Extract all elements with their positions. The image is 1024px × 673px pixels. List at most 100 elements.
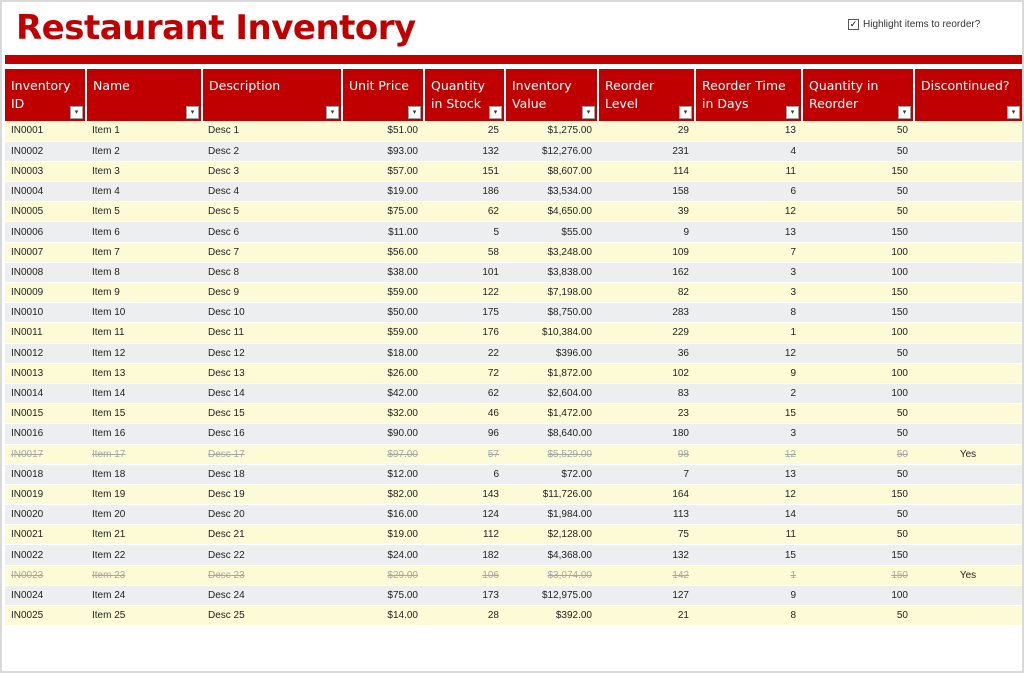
cell-discontinued[interactable] bbox=[914, 181, 1022, 203]
cell-name[interactable]: Item 3 bbox=[86, 161, 202, 183]
cell-name[interactable]: Item 6 bbox=[86, 221, 202, 243]
cell-inventory-id[interactable]: IN0015 bbox=[5, 403, 86, 425]
cell-inventory-value[interactable]: $392.00 bbox=[505, 605, 598, 627]
cell-unit-price[interactable]: $75.00 bbox=[342, 585, 424, 607]
cell-discontinued[interactable]: Yes bbox=[914, 444, 1022, 465]
cell-inventory-id[interactable]: IN0020 bbox=[5, 504, 86, 526]
cell-discontinued[interactable] bbox=[914, 363, 1022, 384]
cell-discontinued[interactable] bbox=[914, 121, 1022, 142]
cell-reorder-level[interactable]: 7 bbox=[598, 464, 695, 485]
cell-quantity-in-reorder[interactable]: 100 bbox=[802, 262, 914, 284]
cell-name[interactable]: Item 20 bbox=[86, 504, 202, 526]
cell-inventory-id[interactable]: IN0023 bbox=[5, 565, 86, 586]
cell-reorder-time[interactable]: 13 bbox=[695, 464, 802, 485]
cell-reorder-time[interactable]: 13 bbox=[695, 221, 802, 243]
cell-reorder-level[interactable]: 98 bbox=[598, 444, 695, 465]
cell-name[interactable]: Item 16 bbox=[86, 423, 202, 445]
cell-discontinued[interactable] bbox=[914, 383, 1022, 405]
cell-description[interactable]: Desc 22 bbox=[202, 544, 342, 566]
cell-description[interactable]: Desc 25 bbox=[202, 605, 342, 627]
cell-quantity-in-stock[interactable]: 175 bbox=[424, 302, 505, 324]
cell-unit-price[interactable]: $93.00 bbox=[342, 141, 424, 162]
cell-unit-price[interactable]: $29.00 bbox=[342, 565, 424, 586]
cell-reorder-level[interactable]: 127 bbox=[598, 585, 695, 607]
cell-reorder-level[interactable]: 75 bbox=[598, 524, 695, 546]
cell-reorder-level[interactable]: 164 bbox=[598, 484, 695, 506]
cell-reorder-time[interactable]: 14 bbox=[695, 504, 802, 526]
filter-dropdown-icon[interactable]: ▾ bbox=[186, 106, 199, 119]
cell-unit-price[interactable]: $56.00 bbox=[342, 242, 424, 263]
cell-quantity-in-reorder[interactable]: 100 bbox=[802, 585, 914, 607]
cell-name[interactable]: Item 17 bbox=[86, 444, 202, 465]
cell-quantity-in-reorder[interactable]: 50 bbox=[802, 141, 914, 162]
table-row[interactable]: IN0018 Item 18 Desc 18 $12.00 6 $72.00 7 13 50 bbox=[5, 464, 1022, 485]
cell-inventory-id[interactable]: IN0011 bbox=[5, 322, 86, 344]
cell-discontinued[interactable] bbox=[914, 423, 1022, 445]
cell-inventory-value[interactable]: $1,984.00 bbox=[505, 504, 598, 526]
cell-reorder-time[interactable]: 12 bbox=[695, 444, 802, 465]
cell-inventory-id[interactable]: IN0025 bbox=[5, 605, 86, 627]
cell-quantity-in-stock[interactable]: 96 bbox=[424, 423, 505, 445]
cell-inventory-value[interactable]: $11,726.00 bbox=[505, 484, 598, 506]
filter-dropdown-icon[interactable]: ▾ bbox=[786, 106, 799, 119]
filter-dropdown-icon[interactable]: ▾ bbox=[1007, 106, 1020, 119]
cell-name[interactable]: Item 23 bbox=[86, 565, 202, 586]
table-row[interactable]: IN0021 Item 21 Desc 21 $19.00 112 $2,128.00 75… bbox=[5, 524, 1022, 546]
cell-unit-price[interactable]: $32.00 bbox=[342, 403, 424, 425]
cell-description[interactable]: Desc 12 bbox=[202, 343, 342, 364]
highlight-reorder-control[interactable]: ✓ Highlight items to reorder? bbox=[848, 19, 980, 30]
cell-quantity-in-stock[interactable]: 62 bbox=[424, 383, 505, 405]
cell-discontinued[interactable] bbox=[914, 161, 1022, 183]
cell-inventory-value[interactable]: $10,384.00 bbox=[505, 322, 598, 344]
cell-description[interactable]: Desc 8 bbox=[202, 262, 342, 284]
cell-description[interactable]: Desc 11 bbox=[202, 322, 342, 344]
cell-inventory-value[interactable]: $12,975.00 bbox=[505, 585, 598, 607]
cell-inventory-id[interactable]: IN0013 bbox=[5, 363, 86, 384]
cell-quantity-in-stock[interactable]: 132 bbox=[424, 141, 505, 162]
cell-inventory-id[interactable]: IN0012 bbox=[5, 343, 86, 364]
cell-reorder-time[interactable]: 12 bbox=[695, 484, 802, 506]
cell-unit-price[interactable]: $19.00 bbox=[342, 181, 424, 203]
cell-name[interactable]: Item 22 bbox=[86, 544, 202, 566]
cell-name[interactable]: Item 13 bbox=[86, 363, 202, 384]
cell-reorder-time[interactable]: 15 bbox=[695, 544, 802, 566]
cell-unit-price[interactable]: $51.00 bbox=[342, 121, 424, 142]
table-row[interactable]: IN0022 Item 22 Desc 22 $24.00 182 $4,368.00 13… bbox=[5, 544, 1022, 566]
filter-dropdown-icon[interactable]: ▾ bbox=[408, 106, 421, 119]
cell-quantity-in-reorder[interactable]: 50 bbox=[802, 181, 914, 203]
table-row[interactable]: IN0003 Item 3 Desc 3 $57.00 151 $8,607.00 114 1… bbox=[5, 161, 1022, 183]
cell-unit-price[interactable]: $14.00 bbox=[342, 605, 424, 627]
cell-quantity-in-reorder[interactable]: 50 bbox=[802, 201, 914, 223]
cell-quantity-in-stock[interactable]: 58 bbox=[424, 242, 505, 263]
cell-reorder-level[interactable]: 229 bbox=[598, 322, 695, 344]
cell-inventory-value[interactable]: $8,640.00 bbox=[505, 423, 598, 445]
cell-inventory-id[interactable]: IN0009 bbox=[5, 282, 86, 304]
cell-quantity-in-reorder[interactable]: 50 bbox=[802, 605, 914, 627]
table-row[interactable]: IN0008 Item 8 Desc 8 $38.00 101 $3,838.00 162 3… bbox=[5, 262, 1022, 284]
cell-description[interactable]: Desc 17 bbox=[202, 444, 342, 465]
table-row[interactable]: IN0011 Item 11 Desc 11 $59.00 176 $10,384.00 2… bbox=[5, 322, 1022, 344]
cell-quantity-in-stock[interactable]: 124 bbox=[424, 504, 505, 526]
cell-reorder-level[interactable]: 142 bbox=[598, 565, 695, 586]
cell-discontinued[interactable] bbox=[914, 322, 1022, 344]
cell-inventory-id[interactable]: IN0008 bbox=[5, 262, 86, 284]
cell-reorder-level[interactable]: 158 bbox=[598, 181, 695, 203]
cell-discontinued[interactable] bbox=[914, 403, 1022, 425]
cell-unit-price[interactable]: $57.00 bbox=[342, 161, 424, 183]
cell-reorder-level[interactable]: 21 bbox=[598, 605, 695, 627]
cell-quantity-in-reorder[interactable]: 100 bbox=[802, 383, 914, 405]
cell-quantity-in-stock[interactable]: 173 bbox=[424, 585, 505, 607]
cell-name[interactable]: Item 1 bbox=[86, 121, 202, 142]
table-row[interactable]: IN0025 Item 25 Desc 25 $14.00 28 $392.00 21 8 50 bbox=[5, 605, 1022, 627]
cell-name[interactable]: Item 7 bbox=[86, 242, 202, 263]
cell-discontinued[interactable] bbox=[914, 141, 1022, 162]
cell-quantity-in-reorder[interactable]: 50 bbox=[802, 504, 914, 526]
cell-inventory-value[interactable]: $5,529.00 bbox=[505, 444, 598, 465]
cell-inventory-id[interactable]: IN0022 bbox=[5, 544, 86, 566]
cell-discontinued[interactable] bbox=[914, 343, 1022, 364]
table-row[interactable]: IN0015 Item 15 Desc 15 $32.00 46 $1,472.00 23 1… bbox=[5, 403, 1022, 425]
cell-reorder-time[interactable]: 7 bbox=[695, 242, 802, 263]
cell-inventory-id[interactable]: IN0016 bbox=[5, 423, 86, 445]
cell-reorder-level[interactable]: 102 bbox=[598, 363, 695, 384]
cell-quantity-in-stock[interactable]: 22 bbox=[424, 343, 505, 364]
